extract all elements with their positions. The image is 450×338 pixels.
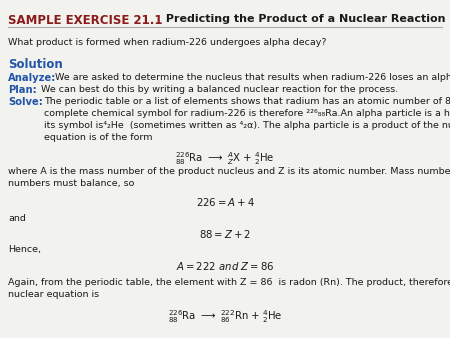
Text: $A = 222$ and $Z = 86$: $A = 222$ and $Z = 86$ [176,260,274,272]
Text: We can best do this by writing a balanced nuclear reaction for the process.: We can best do this by writing a balance… [38,85,398,94]
Text: and: and [8,214,26,223]
Text: Again, from the periodic table, the element with Z = 86  is radon (Rn). The prod: Again, from the periodic table, the elem… [8,278,450,299]
Text: We are asked to determine the nucleus that results when radium-226 loses an alph: We are asked to determine the nucleus th… [52,73,450,82]
Text: $226 = A + 4$: $226 = A + 4$ [196,196,254,208]
Text: Solution: Solution [8,58,63,71]
Text: $^{226}_{88}$Ra $\longrightarrow$ $^{A}_{Z}$X + $^{4}_{2}$He: $^{226}_{88}$Ra $\longrightarrow$ $^{A}_… [176,150,274,167]
Text: Solve:: Solve: [8,97,43,107]
Text: $88 = Z + 2$: $88 = Z + 2$ [199,228,251,240]
Text: where A is the mass number of the product nucleus and Z is its atomic number. Ma: where A is the mass number of the produc… [8,167,450,188]
Text: $^{226}_{88}$Ra $\longrightarrow$ $^{222}_{86}$Rn + $^{4}_{2}$He: $^{226}_{88}$Ra $\longrightarrow$ $^{222… [168,308,282,325]
Text: Hence,: Hence, [8,245,41,254]
Text: What product is formed when radium-226 undergoes alpha decay?: What product is formed when radium-226 u… [8,38,327,47]
Text: SAMPLE EXERCISE 21.1: SAMPLE EXERCISE 21.1 [8,14,162,27]
Text: The periodic table or a list of elements shows that radium has an atomic number : The periodic table or a list of elements… [44,97,450,142]
Text: Plan:: Plan: [8,85,37,95]
Text: Analyze:: Analyze: [8,73,56,83]
Text: Predicting the Product of a Nuclear Reaction: Predicting the Product of a Nuclear Reac… [162,14,446,24]
